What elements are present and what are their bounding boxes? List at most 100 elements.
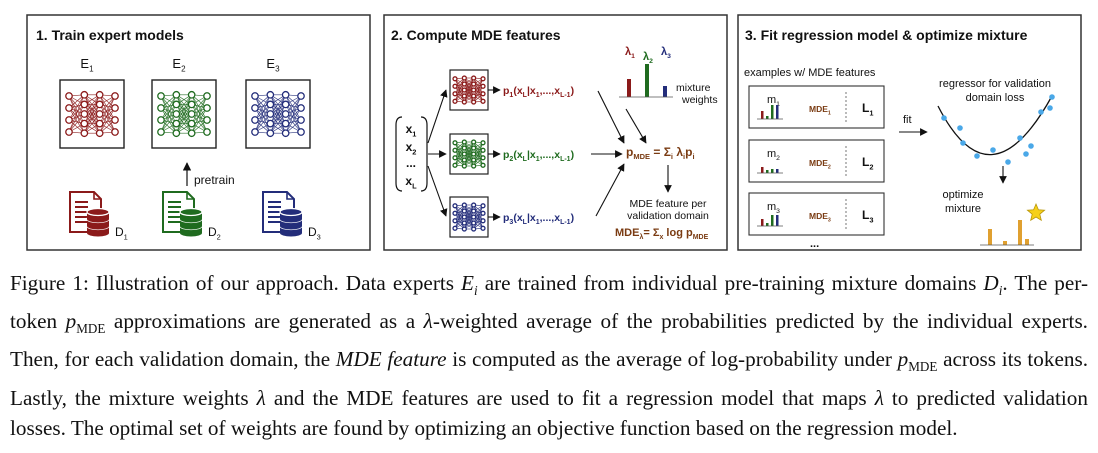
caption-span: approximations are generated as a bbox=[105, 309, 424, 334]
example-loss-label: L3 bbox=[862, 208, 873, 224]
example-bar bbox=[761, 111, 764, 119]
optimized-weight-bar bbox=[1003, 241, 1007, 245]
mde-formula: MDEλ= Σx log pMDE bbox=[615, 227, 709, 241]
lambda-label: λ2 bbox=[643, 51, 653, 65]
weights-to-pmde-arrow bbox=[625, 108, 647, 144]
caption-math-d: Di bbox=[983, 271, 1003, 299]
expert-probability: p2(xL|x1,...,xL-1) bbox=[503, 149, 574, 163]
data-point bbox=[1017, 135, 1023, 141]
caption-math-lambda: λ bbox=[874, 385, 884, 410]
data-point bbox=[941, 115, 947, 121]
caption-span: is computed as the average of log-probab… bbox=[446, 347, 898, 372]
example-bar bbox=[771, 105, 774, 119]
caption-math-p: p bbox=[897, 347, 909, 372]
example-m-label: m3 bbox=[767, 201, 780, 215]
mde-feature-text-line2: validation domain bbox=[627, 210, 709, 222]
data-point bbox=[957, 125, 963, 131]
caption-math-lambda: λ bbox=[256, 385, 266, 410]
neural-network-icon bbox=[452, 202, 486, 232]
data-point bbox=[1038, 109, 1044, 115]
optimized-weight-bar bbox=[988, 229, 992, 245]
expert-box bbox=[151, 79, 217, 149]
optimize-label-line2: mixture bbox=[945, 203, 981, 215]
fan-arrow-bottom bbox=[427, 165, 448, 217]
neural-network-icon bbox=[452, 75, 486, 105]
example-mde-label: MDE1 bbox=[809, 104, 831, 116]
caption-span: Figure 1: Illustration of our approach. … bbox=[10, 271, 462, 295]
mixture-weights-label-line1: mixture bbox=[676, 82, 711, 94]
panel-1-frame bbox=[26, 14, 371, 251]
expert-label: E3 bbox=[266, 56, 280, 74]
weight-bar bbox=[663, 86, 667, 97]
weight-bar bbox=[645, 64, 649, 97]
caption-math-lambda: λ bbox=[423, 309, 433, 334]
neural-network-icon bbox=[452, 139, 486, 169]
example-bar bbox=[766, 170, 769, 173]
example-row bbox=[748, 192, 885, 236]
mixture-weights-label-line2: weights bbox=[681, 94, 718, 106]
data-point bbox=[990, 147, 996, 153]
caption-span: across its tokens. Lastly, the mixture w… bbox=[10, 347, 1088, 410]
caption-span: and the MDE features are used to fit a r… bbox=[265, 385, 875, 410]
lambda-label: λ3 bbox=[661, 46, 671, 60]
lambda-label: λ1 bbox=[625, 46, 635, 60]
example-bar bbox=[761, 219, 764, 226]
examples-label: examples w/ MDE features bbox=[744, 67, 876, 79]
panel-2-frame bbox=[383, 14, 728, 251]
example-bar bbox=[776, 215, 779, 226]
caption-span: are trained from individual pre-training… bbox=[477, 271, 984, 295]
caption-span: to predicted validation losses. The opti… bbox=[10, 385, 1088, 440]
p3-to-pmde-arrow bbox=[595, 163, 625, 217]
caption-emph-mde: MDE feature bbox=[335, 347, 447, 372]
data-point bbox=[1049, 94, 1055, 100]
caption-text: Figure 1: Illustration of our approach. … bbox=[10, 268, 1088, 443]
example-bar bbox=[771, 169, 774, 173]
example-bar bbox=[776, 105, 779, 119]
caption-span: -weighted average of the probabilities p… bbox=[10, 309, 1088, 372]
caption-math-p-sub: MDE bbox=[76, 321, 106, 337]
optimized-weight-bar bbox=[1018, 220, 1022, 245]
input-token: ... bbox=[406, 156, 416, 170]
example-mde-label: MDE2 bbox=[809, 158, 831, 170]
domain-label: D1 bbox=[115, 225, 128, 241]
example-bar bbox=[766, 223, 769, 226]
approach-diagram: 1. Train expert models E1 E2 E3 pretrain D… bbox=[26, 14, 1082, 251]
data-domain-icon bbox=[262, 191, 303, 237]
expert-label: E1 bbox=[80, 56, 94, 74]
data-point bbox=[1028, 143, 1034, 149]
example-m-label: m2 bbox=[767, 148, 780, 162]
caption-math-p-sub: MDE bbox=[908, 359, 938, 375]
fit-label: fit bbox=[903, 114, 912, 126]
data-domain-icon bbox=[162, 191, 203, 237]
neural-network-icon bbox=[65, 90, 119, 138]
domain-label: D2 bbox=[208, 225, 221, 241]
data-domain-icon bbox=[69, 191, 110, 237]
input-token: x1 bbox=[406, 122, 417, 138]
expert-label: E2 bbox=[172, 56, 186, 74]
caption-math-e: Ei bbox=[461, 271, 478, 299]
caption-math-p: p bbox=[65, 309, 77, 334]
figure-caption: Figure 1: Illustration of our approach. … bbox=[10, 268, 1088, 443]
expert-probability: p1(xL|x1,...,xL-1) bbox=[503, 85, 574, 99]
optimal-star-icon bbox=[1026, 202, 1046, 222]
expert-probability: p3(xL|x1,...,xL-1) bbox=[503, 212, 574, 226]
regressor-label-line2: domain loss bbox=[966, 92, 1025, 104]
input-token: x2 bbox=[406, 140, 417, 156]
regression-curve bbox=[937, 95, 1053, 156]
data-point bbox=[960, 140, 966, 146]
panel-3-frame bbox=[737, 14, 1082, 251]
p1-to-pmde-arrow bbox=[597, 90, 625, 144]
pmde-formula: pMDE = Σi λipi bbox=[626, 145, 695, 161]
input-bracket-right bbox=[420, 116, 428, 192]
data-point bbox=[1005, 159, 1011, 165]
neural-network-icon bbox=[157, 90, 211, 138]
example-mde-label: MDE3 bbox=[809, 211, 831, 223]
data-point bbox=[974, 153, 980, 159]
data-point bbox=[1047, 105, 1053, 111]
pretrain-label: pretrain bbox=[194, 173, 235, 187]
example-loss-label: L1 bbox=[862, 101, 873, 117]
example-row bbox=[748, 139, 885, 183]
optimize-label-line1: optimize bbox=[943, 189, 984, 201]
mde-feature-text-line1: MDE feature per bbox=[629, 198, 707, 210]
panel-2-title: 2. Compute MDE features bbox=[391, 27, 561, 43]
